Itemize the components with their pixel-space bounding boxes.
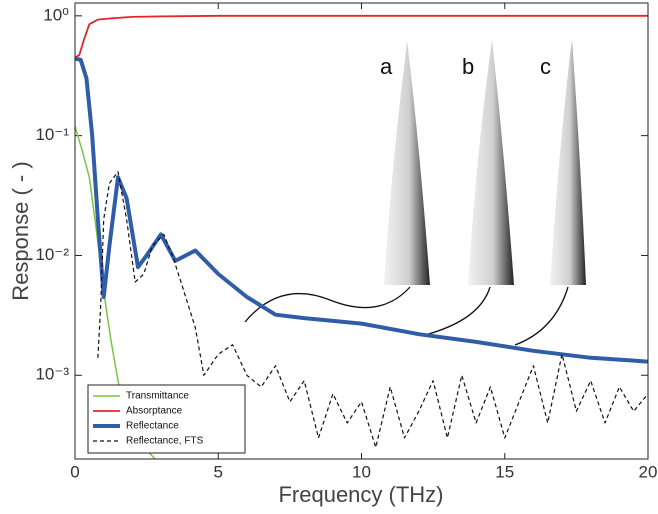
series-line <box>97 171 648 448</box>
x-tick-label: 10 <box>352 462 371 481</box>
plot-lines <box>75 14 648 459</box>
x-tick-label: 20 <box>639 462 658 481</box>
legend-label: Reflectance, FTS <box>126 436 204 447</box>
plot-area <box>75 3 648 459</box>
series-line <box>75 56 648 364</box>
y-tick-label: 10⁻¹ <box>35 125 69 144</box>
y-tick-label: 10⁻² <box>35 245 69 264</box>
inset-label: b <box>462 54 474 79</box>
x-tick-label: 5 <box>214 462 223 481</box>
series-line <box>75 14 648 59</box>
insets <box>244 40 586 346</box>
y-tick-label: 10⁰ <box>43 5 69 24</box>
arrow-a <box>244 286 411 323</box>
arrow-c <box>514 286 569 346</box>
arrow-b <box>424 286 491 336</box>
inset-cone-b <box>468 40 514 285</box>
y-axis-label: Response ( - ) <box>8 161 33 300</box>
inset-cone-c <box>550 40 586 285</box>
legend-label: Transmittance <box>126 391 189 402</box>
x-axis-label: Frequency (THz) <box>278 482 443 507</box>
legend-label: Reflectance <box>126 421 179 432</box>
inset-label: a <box>380 54 393 79</box>
legend-label: Absorptance <box>126 406 183 417</box>
x-tick-label: 15 <box>495 462 514 481</box>
inset-cone-a <box>384 40 430 285</box>
x-tick-label: 0 <box>70 462 79 481</box>
y-tick-label: 10⁻³ <box>35 365 69 384</box>
plot-frame <box>74 2 649 460</box>
inset-label: c <box>540 54 551 79</box>
